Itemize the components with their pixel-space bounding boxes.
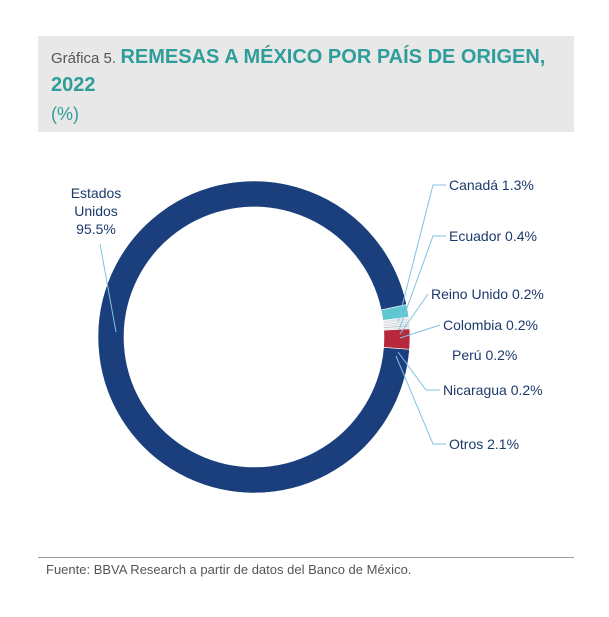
label-estados-unidos-value: 95.5% [76,221,116,237]
label-canadá: Canadá 1.3% [449,177,534,193]
label-nicaragua: Nicaragua 0.2% [443,382,543,398]
label-estados-unidos-name: Unidos [74,203,118,219]
chart-subtitle: (%) [51,104,79,124]
leader-otros [395,355,446,445]
label-ecuador: Ecuador 0.4% [449,228,537,244]
chart-number: Gráfica 5. [51,50,117,67]
leader-nicaragua [397,351,440,391]
label-perú: Perú 0.2% [452,347,517,363]
leader-reino-unido [399,293,429,335]
label-estados-unidos-name: Estados [71,185,122,201]
label-reino-unido: Reino Unido 0.2% [431,286,544,302]
leader-estados-unidos [99,243,117,333]
title-line: Gráfica 5. REMESAS A MÉXICO POR PAÍS DE … [51,44,551,100]
source-note: Fuente: BBVA Research a partir de datos … [46,562,412,577]
chart-title: REMESAS A MÉXICO POR PAÍS DE ORIGEN, 202… [51,46,546,96]
leader-colombia [399,324,441,339]
footer-divider [38,557,574,558]
label-otros: Otros 2.1% [449,436,519,452]
slice-estados-unidos [97,180,410,494]
slice-otros [383,328,411,350]
label-colombia: Colombia 0.2% [443,317,538,333]
leader-canadá [397,184,446,323]
chart-header: Gráfica 5. REMESAS A MÉXICO POR PAÍS DE … [38,36,574,132]
leader-ecuador [398,235,446,331]
